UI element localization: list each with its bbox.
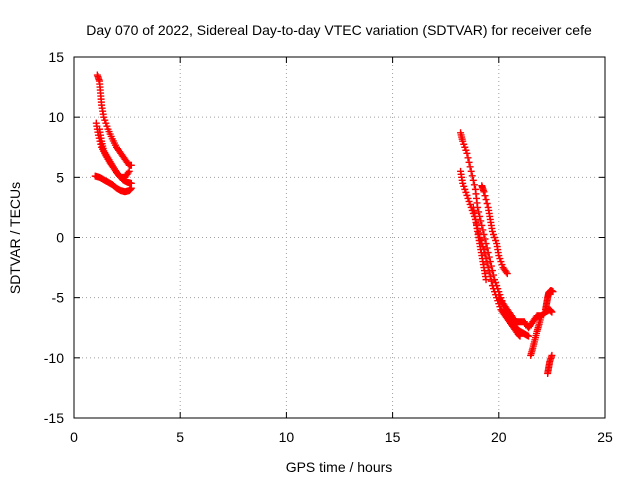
data-point bbox=[465, 158, 473, 166]
data-point bbox=[483, 200, 491, 208]
y-tick-label: 15 bbox=[48, 49, 64, 65]
y-tick-label: 0 bbox=[56, 230, 64, 246]
data-point bbox=[489, 271, 497, 279]
data-point bbox=[483, 259, 491, 267]
data-point bbox=[487, 262, 495, 270]
y-axis-label: SDTVAR / TECUs bbox=[7, 182, 23, 294]
data-points bbox=[91, 71, 557, 377]
data-point bbox=[502, 268, 510, 276]
data-point bbox=[482, 276, 490, 284]
data-point bbox=[127, 184, 135, 192]
data-point bbox=[548, 308, 556, 316]
data-point bbox=[484, 249, 492, 257]
x-tick-label: 5 bbox=[176, 429, 184, 445]
data-point bbox=[468, 172, 476, 180]
data-point bbox=[477, 217, 485, 225]
y-tick-label: -10 bbox=[44, 350, 64, 366]
y-tick-label: 5 bbox=[56, 169, 64, 185]
data-point bbox=[485, 253, 493, 261]
y-tick-label: 10 bbox=[48, 109, 64, 125]
data-point bbox=[482, 196, 490, 204]
x-tick-label: 20 bbox=[491, 429, 507, 445]
data-point bbox=[475, 208, 483, 216]
x-tick-label: 10 bbox=[279, 429, 295, 445]
data-point bbox=[124, 169, 132, 177]
data-point bbox=[516, 332, 524, 340]
plot-frame bbox=[73, 56, 606, 419]
data-point bbox=[480, 230, 488, 238]
data-point bbox=[467, 167, 475, 175]
x-axis-label: GPS time / hours bbox=[286, 459, 393, 475]
data-point bbox=[469, 176, 477, 184]
data-point bbox=[127, 161, 135, 169]
data-point bbox=[487, 277, 495, 285]
data-point bbox=[537, 312, 545, 320]
y-tick-label: -15 bbox=[44, 410, 64, 426]
data-point bbox=[466, 163, 474, 171]
y-tick-label: -5 bbox=[52, 290, 65, 306]
data-point bbox=[481, 192, 489, 200]
grid bbox=[74, 57, 605, 418]
data-point bbox=[549, 288, 557, 296]
data-point bbox=[488, 267, 496, 275]
data-point bbox=[483, 244, 491, 252]
data-point bbox=[548, 351, 556, 359]
data-point bbox=[463, 149, 471, 157]
data-point bbox=[485, 268, 493, 276]
x-tick-label: 15 bbox=[385, 429, 401, 445]
x-tick-label: 25 bbox=[597, 429, 613, 445]
data-point bbox=[464, 154, 472, 162]
data-point bbox=[525, 332, 533, 340]
data-point bbox=[480, 188, 488, 196]
data-point bbox=[481, 250, 489, 258]
data-point bbox=[481, 235, 489, 243]
data-point bbox=[503, 270, 511, 278]
x-tick-label: 0 bbox=[70, 429, 78, 445]
axis-ticks: 0 5 10 15 20 25 -15 -10 -5 0 5 10 15 bbox=[44, 49, 613, 445]
data-point bbox=[479, 226, 487, 234]
chart-title: Day 070 of 2022, Sidereal Day-to-day VTE… bbox=[86, 22, 592, 38]
data-point bbox=[486, 258, 494, 266]
data-point bbox=[125, 167, 133, 175]
data-point bbox=[470, 181, 478, 189]
